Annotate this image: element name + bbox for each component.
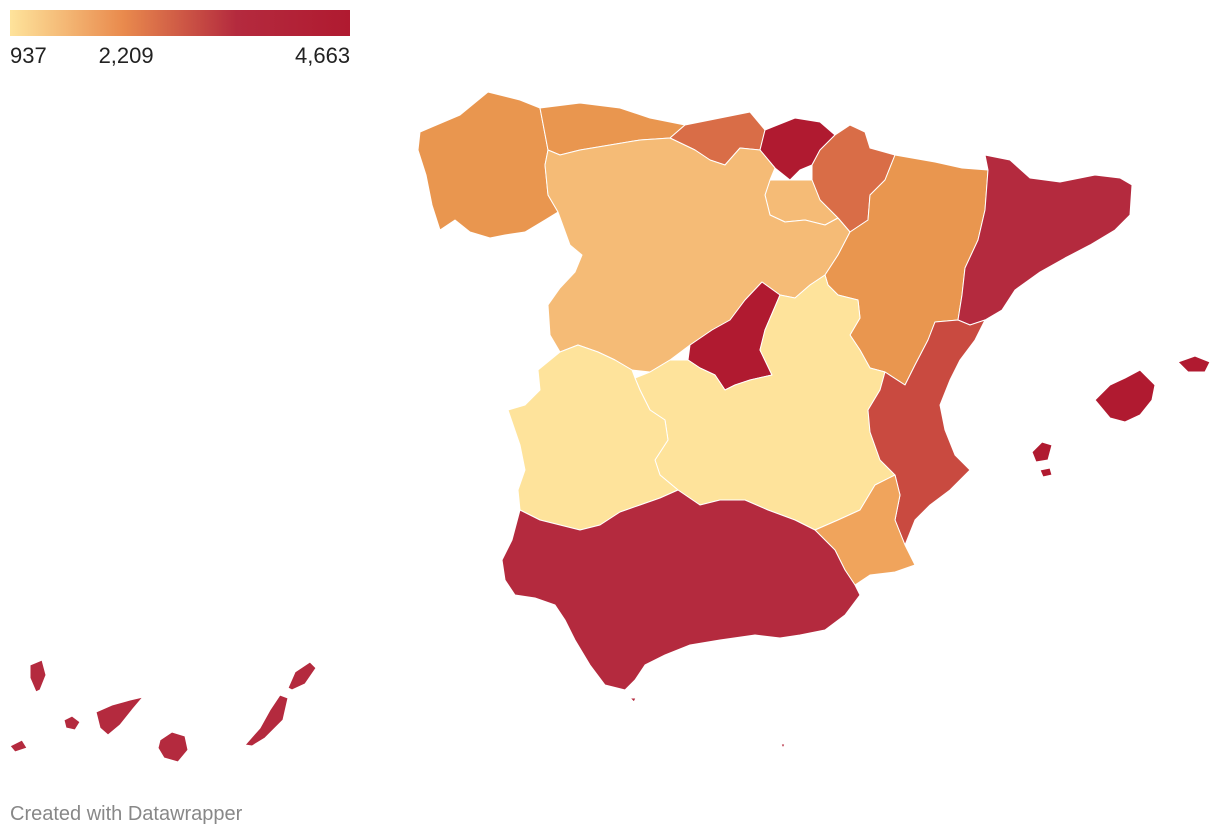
island-gran-canaria[interactable] xyxy=(157,731,189,763)
island-ibiza[interactable] xyxy=(1031,441,1053,463)
island-mallorca[interactable] xyxy=(1094,369,1156,423)
region-melilla[interactable] xyxy=(780,743,786,749)
legend-min-label: 937 xyxy=(10,43,47,68)
credit-text: Created with Datawrapper xyxy=(10,803,243,825)
color-legend: 937 2,209 4,663 xyxy=(10,10,350,73)
legend-max-label: 4,663 xyxy=(295,43,351,68)
region-ceuta[interactable] xyxy=(629,697,637,703)
legend-mid-label: 2,209 xyxy=(98,43,154,68)
island-fuerteventura[interactable] xyxy=(244,694,289,747)
island-menorca[interactable] xyxy=(1177,355,1211,373)
island-formentera[interactable] xyxy=(1039,467,1053,478)
island-tenerife[interactable] xyxy=(95,696,144,736)
island-lanzarote[interactable] xyxy=(287,661,317,691)
island-el-hierro[interactable] xyxy=(9,739,28,753)
island-la-gomera[interactable] xyxy=(63,715,81,731)
region-andalusia[interactable] xyxy=(501,489,861,691)
region-canary-islands[interactable] xyxy=(9,659,317,763)
region-galicia[interactable] xyxy=(417,91,559,239)
region-catalonia[interactable] xyxy=(957,154,1133,326)
legend-gradient-bar xyxy=(10,10,350,36)
island-la-palma[interactable] xyxy=(29,659,47,693)
region-balearic-islands[interactable] xyxy=(1031,355,1211,478)
